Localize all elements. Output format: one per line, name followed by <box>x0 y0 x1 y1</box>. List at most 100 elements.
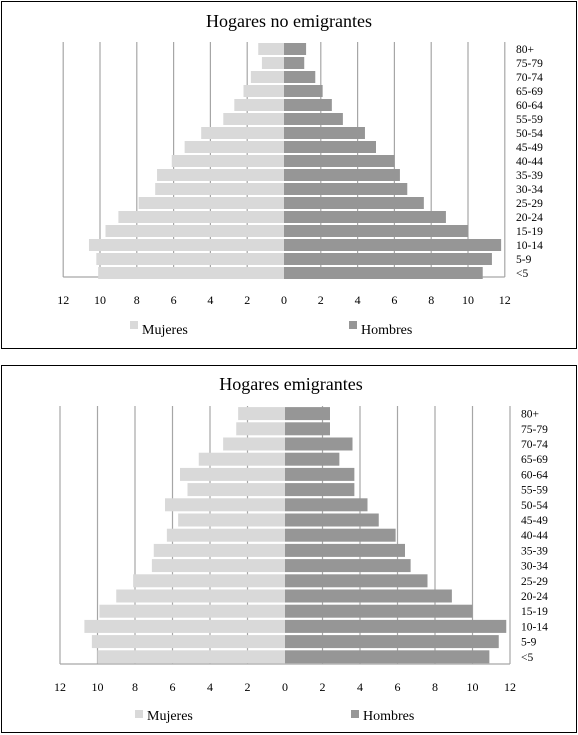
pyramid-chart-emigrantes: Hogares emigrantes Mujeres Hombres 80+ 75… <box>54 374 548 724</box>
bar-mujeres <box>98 267 284 279</box>
bar-mujeres <box>166 528 285 542</box>
bar-hombres <box>284 57 305 69</box>
category-label: 40-44 <box>516 156 543 168</box>
x-tick-label: 10 <box>462 293 474 307</box>
x-tick-label: 8 <box>134 293 140 307</box>
bar-mujeres <box>201 127 284 139</box>
bar-mujeres <box>187 483 285 497</box>
legend-label-hombres: Hombres <box>363 709 414 724</box>
category-label: <5 <box>516 268 528 280</box>
bar-hombres <box>285 452 340 466</box>
x-tick-label: 4 <box>207 293 213 307</box>
x-tick-label: 10 <box>92 680 104 694</box>
bar-mujeres <box>151 559 285 573</box>
bar-hombres <box>284 71 316 83</box>
category-label: 80+ <box>521 409 539 421</box>
category-label: 15-19 <box>521 606 548 618</box>
bar-mujeres <box>118 211 285 223</box>
category-label: 10-14 <box>516 240 543 252</box>
category-label: 55-59 <box>516 114 543 126</box>
category-label: 30-34 <box>516 184 543 196</box>
bar-mujeres <box>157 169 284 181</box>
chart-panel-no-emigrantes: Hogares no emigrantes Mujeres Hombres 80… <box>1 1 577 349</box>
category-label: 70-74 <box>521 439 548 451</box>
bar-mujeres <box>180 467 285 481</box>
category-label: 45-49 <box>521 515 548 527</box>
category-label: 75-79 <box>516 58 543 70</box>
legend-label-mujeres: Mujeres <box>142 323 188 338</box>
bar-hombres <box>285 437 353 451</box>
bar-mujeres <box>84 619 285 633</box>
bar-hombres <box>285 619 507 633</box>
bar-mujeres <box>138 197 284 209</box>
x-tick-label: 12 <box>57 293 69 307</box>
chart-title: Hogares no emigrantes <box>206 11 372 31</box>
x-tick-label: 2 <box>244 293 250 307</box>
category-label: 10-14 <box>521 621 548 633</box>
x-tick-label: 4 <box>355 293 361 307</box>
x-tick-label: 4 <box>357 680 363 694</box>
bar-mujeres <box>99 604 285 618</box>
category-label: 20-24 <box>521 591 548 603</box>
bar-mujeres <box>133 574 285 588</box>
x-tick-label: 0 <box>281 293 287 307</box>
category-label: 65-69 <box>516 86 543 98</box>
x-tick-label: 4 <box>207 680 213 694</box>
bar-mujeres <box>91 635 285 649</box>
bar-hombres <box>285 604 473 618</box>
chart-panel-emigrantes: Hogares emigrantes Mujeres Hombres 80+ 75… <box>1 365 577 733</box>
category-label: 60-64 <box>521 469 548 481</box>
category-label: 5-9 <box>521 637 537 649</box>
x-tick-label: 2 <box>318 293 324 307</box>
bar-hombres <box>285 498 368 512</box>
category-label: 35-39 <box>516 170 543 182</box>
bar-hombres <box>285 467 355 481</box>
category-label: <5 <box>521 652 533 664</box>
bar-mujeres <box>236 422 285 436</box>
bar-hombres <box>285 407 330 421</box>
category-label: 50-54 <box>516 128 543 140</box>
x-tick-label: 10 <box>467 680 479 694</box>
bar-hombres <box>284 211 446 223</box>
category-label: 65-69 <box>521 454 548 466</box>
bar-mujeres <box>155 183 284 195</box>
pyramid-chart-no-emigrantes: Hogares no emigrantes Mujeres Hombres 80… <box>57 11 543 338</box>
legend-swatch-mujeres <box>135 710 143 718</box>
x-tick-label: 2 <box>245 680 251 694</box>
bar-mujeres <box>171 155 284 167</box>
bar-mujeres <box>178 513 285 527</box>
category-label: 15-19 <box>516 226 543 238</box>
x-tick-label: 8 <box>132 680 138 694</box>
x-tick-label: 6 <box>171 293 177 307</box>
bar-hombres <box>284 113 343 125</box>
category-label: 25-29 <box>516 198 543 210</box>
category-label: 45-49 <box>516 142 543 154</box>
bar-mujeres <box>165 498 285 512</box>
category-label: 80+ <box>516 44 534 56</box>
bar-mujeres <box>153 543 285 557</box>
bar-hombres <box>285 513 379 527</box>
legend-swatch-mujeres <box>130 321 138 329</box>
x-tick-label: 6 <box>395 680 401 694</box>
bar-hombres <box>284 155 395 167</box>
category-label: 70-74 <box>516 72 543 84</box>
x-tick-label: 6 <box>170 680 176 694</box>
bar-hombres <box>284 267 483 279</box>
x-tick-label: 12 <box>54 680 66 694</box>
bar-hombres <box>285 650 490 664</box>
bar-mujeres <box>261 57 284 69</box>
bar-hombres <box>285 559 411 573</box>
bar-mujeres <box>223 113 284 125</box>
bar-mujeres <box>96 253 284 265</box>
bar-hombres <box>285 574 428 588</box>
bar-mujeres <box>238 407 285 421</box>
bar-hombres <box>285 422 330 436</box>
category-label: 20-24 <box>516 212 543 224</box>
chart-title: Hogares emigrantes <box>219 374 362 394</box>
bar-hombres <box>284 239 502 251</box>
x-tick-label: 12 <box>504 680 516 694</box>
bar-hombres <box>285 635 499 649</box>
x-tick-label: 0 <box>282 680 288 694</box>
bar-hombres <box>285 543 405 557</box>
x-tick-label: 10 <box>94 293 106 307</box>
